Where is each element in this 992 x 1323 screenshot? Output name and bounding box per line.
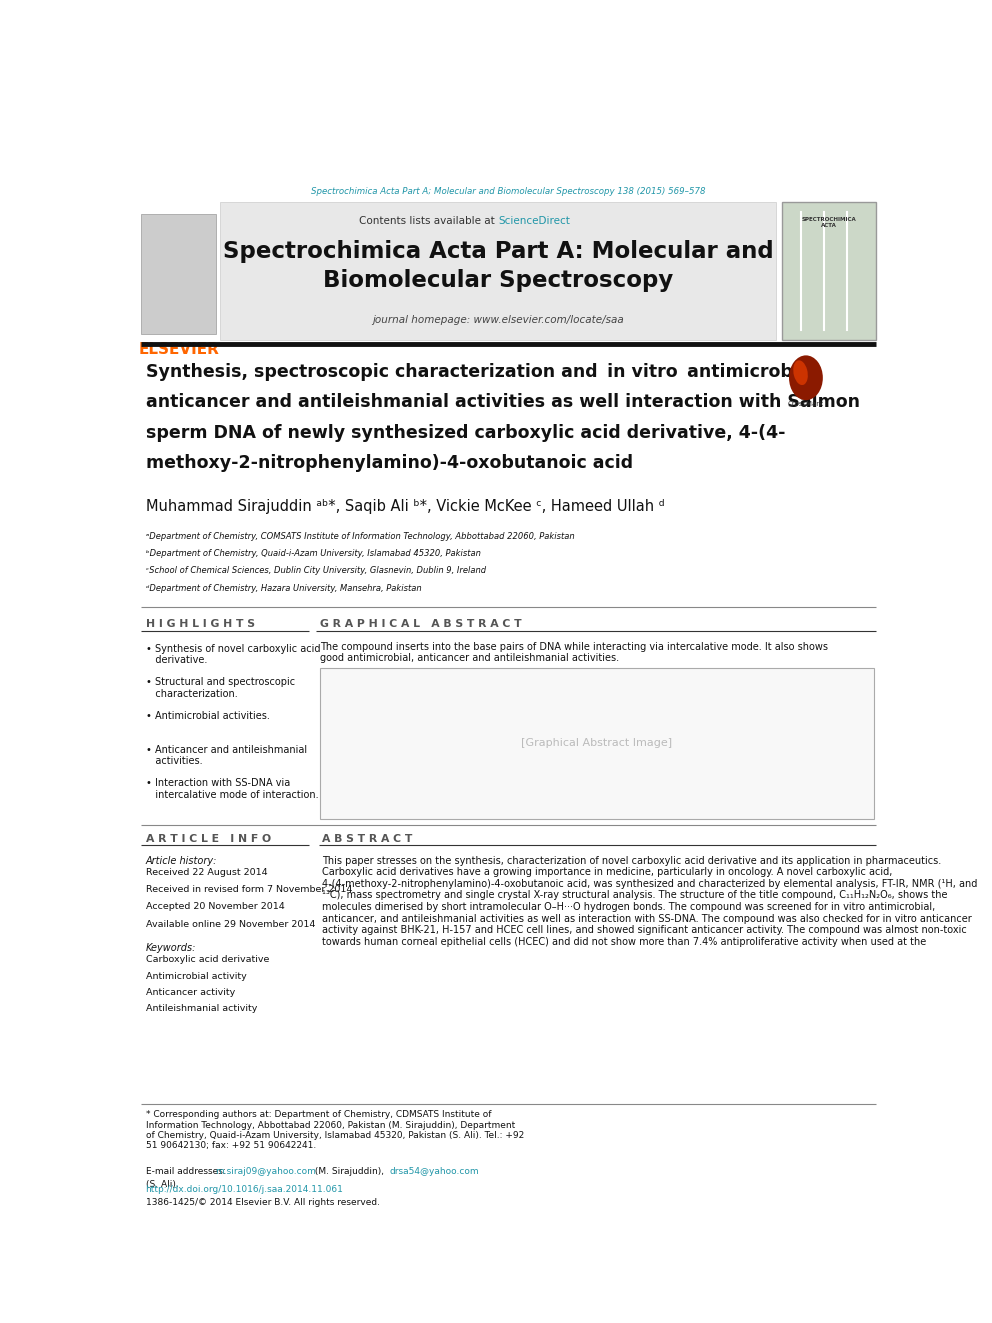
Text: * Corresponding authors at: Department of Chemistry, CDMSATS Institute of
Inform: * Corresponding authors at: Department o…: [146, 1110, 524, 1151]
Ellipse shape: [794, 360, 807, 385]
Text: Article history:: Article history:: [146, 856, 217, 865]
Text: Antimicrobial activity: Antimicrobial activity: [146, 971, 246, 980]
Text: Available online 29 November 2014: Available online 29 November 2014: [146, 919, 314, 929]
Text: • Anticancer and antileishmanial
   activities.: • Anticancer and antileishmanial activit…: [146, 745, 307, 766]
Text: m.siraj09@yahoo.com: m.siraj09@yahoo.com: [215, 1167, 316, 1176]
Text: Carboxylic acid derivative: Carboxylic acid derivative: [146, 955, 269, 964]
Text: ᶜSchool of Chemical Sciences, Dublin City University, Glasnevin, Dublin 9, Irela: ᶜSchool of Chemical Sciences, Dublin Cit…: [146, 566, 486, 576]
Text: Antileishmanial activity: Antileishmanial activity: [146, 1004, 257, 1013]
Text: Received in revised form 7 November 2014: Received in revised form 7 November 2014: [146, 885, 352, 894]
Text: Spectrochimica Acta Part A; Molecular and Biomolecular Spectroscopy 138 (2015) 5: Spectrochimica Acta Part A; Molecular an…: [311, 188, 705, 196]
Text: This paper stresses on the synthesis, characterization of novel carboxylic acid : This paper stresses on the synthesis, ch…: [322, 856, 978, 947]
Text: ELSEVIER: ELSEVIER: [138, 343, 219, 357]
Text: Accepted 20 November 2014: Accepted 20 November 2014: [146, 902, 285, 912]
Text: drsa54@yahoo.com: drsa54@yahoo.com: [389, 1167, 479, 1176]
Bar: [320, 668, 874, 819]
Text: SPECTROCHIMICA
ACTA: SPECTROCHIMICA ACTA: [802, 217, 856, 228]
Text: The compound inserts into the base pairs of DNA while interacting via intercalat: The compound inserts into the base pairs…: [320, 642, 828, 663]
Text: 1386-1425/© 2014 Elsevier B.V. All rights reserved.: 1386-1425/© 2014 Elsevier B.V. All right…: [146, 1197, 380, 1207]
Text: ᵇDepartment of Chemistry, Quaid-i-Azam University, Islamabad 45320, Pakistan: ᵇDepartment of Chemistry, Quaid-i-Azam U…: [146, 549, 480, 558]
Text: A R T I C L E   I N F O: A R T I C L E I N F O: [146, 835, 271, 844]
Text: [Graphical Abstract Image]: [Graphical Abstract Image]: [521, 738, 673, 749]
Text: CrossMark: CrossMark: [788, 401, 824, 407]
Text: (M. Sirajuddin),: (M. Sirajuddin),: [312, 1167, 387, 1176]
Text: Contents lists available at: Contents lists available at: [359, 216, 498, 226]
Text: ScienceDirect: ScienceDirect: [498, 216, 570, 226]
Text: Synthesis, spectroscopic characterization and  in vitro  antimicrobial,: Synthesis, spectroscopic characterizatio…: [146, 363, 822, 381]
Text: • Interaction with SS-DNA via
   intercalative mode of interaction.: • Interaction with SS-DNA via intercalat…: [146, 778, 318, 799]
Text: Anticancer activity: Anticancer activity: [146, 988, 235, 998]
Text: • Synthesis of novel carboxylic acid
   derivative.: • Synthesis of novel carboxylic acid der…: [146, 644, 320, 665]
Text: Received 22 August 2014: Received 22 August 2014: [146, 868, 267, 877]
Text: Keywords:: Keywords:: [146, 943, 195, 953]
Text: ᵃDepartment of Chemistry, COMSATS Institute of Information Technology, Abbottaba: ᵃDepartment of Chemistry, COMSATS Instit…: [146, 532, 574, 541]
Text: Spectrochimica Acta Part A: Molecular and
Biomolecular Spectroscopy: Spectrochimica Acta Part A: Molecular an…: [223, 241, 774, 291]
Text: E-mail addresses:: E-mail addresses:: [146, 1167, 228, 1176]
Text: A B S T R A C T: A B S T R A C T: [322, 835, 413, 844]
Text: Muhammad Sirajuddin ᵃᵇ*, Saqib Ali ᵇ*, Vickie McKee ᶜ, Hameed Ullah ᵈ: Muhammad Sirajuddin ᵃᵇ*, Saqib Ali ᵇ*, V…: [146, 499, 665, 515]
Text: (S. Ali).: (S. Ali).: [146, 1180, 179, 1188]
Text: http://dx.doi.org/10.1016/j.saa.2014.11.061: http://dx.doi.org/10.1016/j.saa.2014.11.…: [146, 1184, 343, 1193]
Text: G R A P H I C A L   A B S T R A C T: G R A P H I C A L A B S T R A C T: [320, 619, 522, 630]
Text: journal homepage: www.elsevier.com/locate/saa: journal homepage: www.elsevier.com/locat…: [373, 315, 624, 324]
Bar: [782, 201, 876, 340]
Text: H I G H L I G H T S: H I G H L I G H T S: [146, 619, 255, 630]
Text: • Antimicrobial activities.: • Antimicrobial activities.: [146, 710, 270, 721]
Text: ᵈDepartment of Chemistry, Hazara University, Mansehra, Pakistan: ᵈDepartment of Chemistry, Hazara Univers…: [146, 583, 422, 593]
Text: sperm DNA of newly synthesized carboxylic acid derivative, 4-(4-: sperm DNA of newly synthesized carboxyli…: [146, 423, 785, 442]
Circle shape: [789, 356, 822, 400]
Bar: [141, 214, 216, 333]
Text: • Structural and spectroscopic
   characterization.: • Structural and spectroscopic character…: [146, 677, 295, 699]
Text: methoxy-2-nitrophenylamino)-4-oxobutanoic acid: methoxy-2-nitrophenylamino)-4-oxobutanoi…: [146, 454, 633, 472]
Bar: [220, 201, 776, 340]
Text: anticancer and antileishmanial activities as well interaction with Salmon: anticancer and antileishmanial activitie…: [146, 393, 859, 411]
